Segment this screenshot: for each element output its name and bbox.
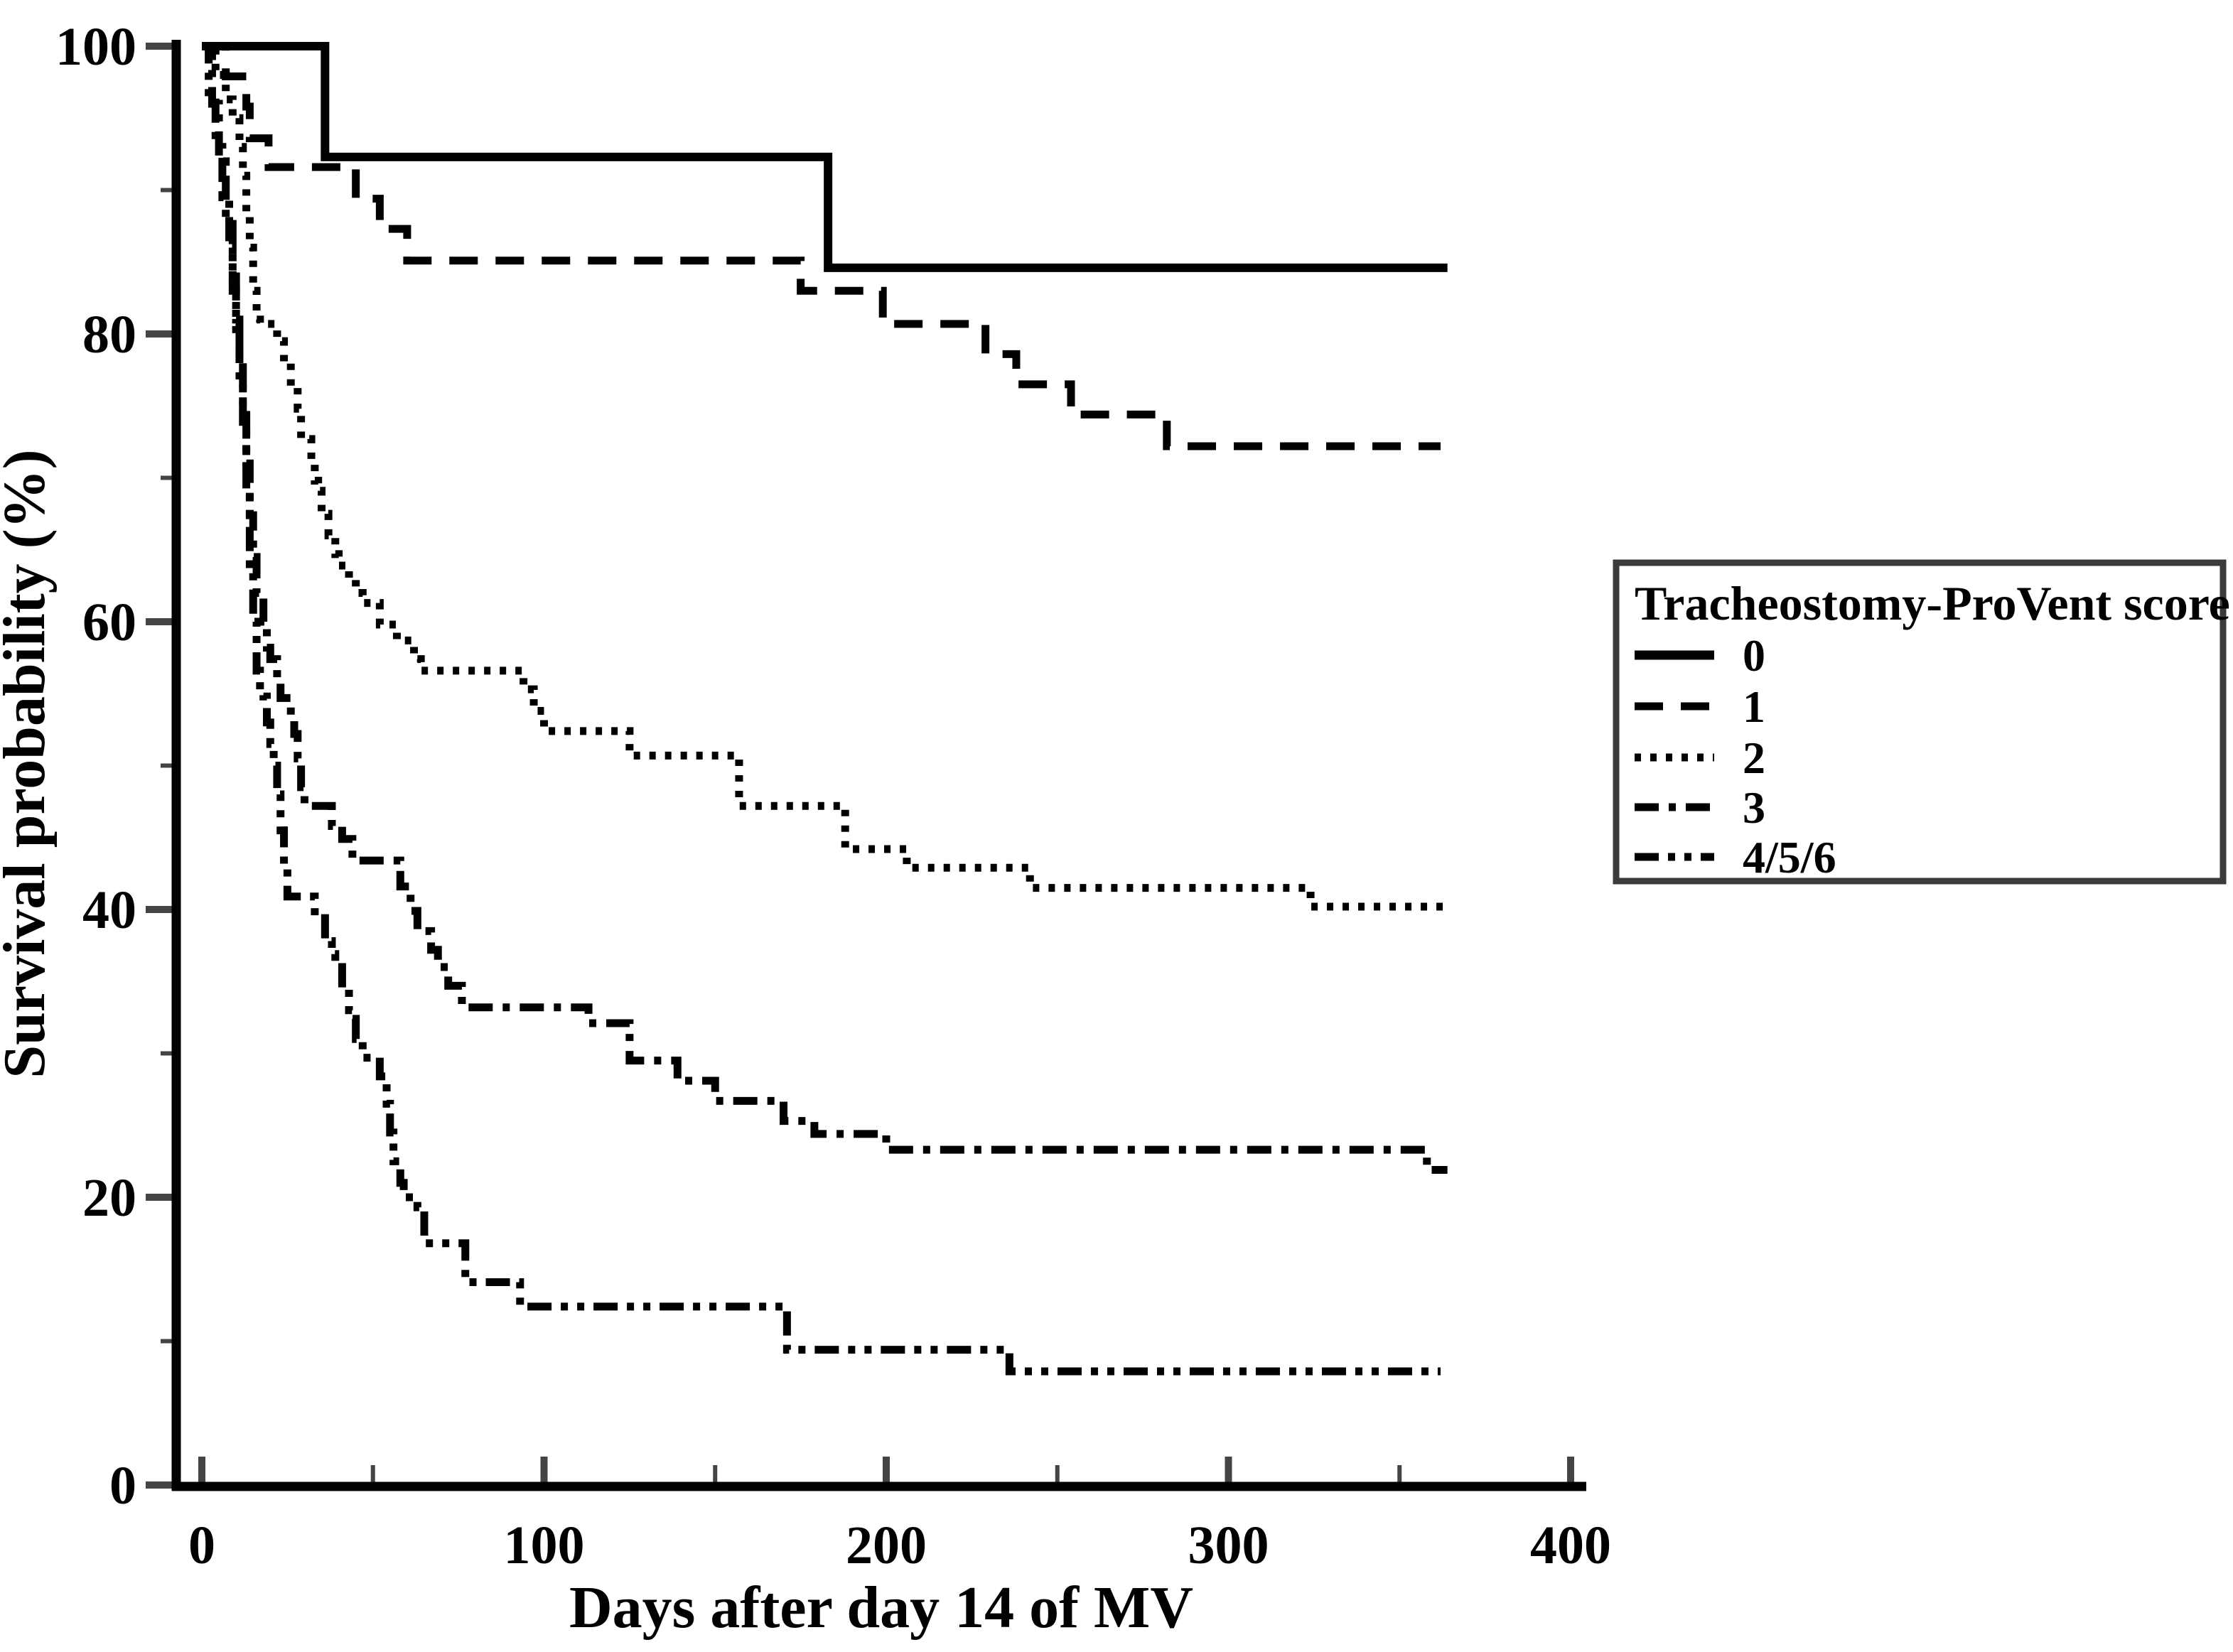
y-tick-label: 40 — [82, 880, 136, 940]
legend-label-score-4-5-6: 4/5/6 — [1743, 832, 1836, 882]
survival-curve-score-2 — [202, 42, 1448, 911]
x-tick-label: 100 — [504, 1516, 585, 1575]
x-axis-title: Days after day 14 of MV — [569, 1575, 1193, 1641]
y-tick-label: 20 — [82, 1168, 136, 1228]
y-tick-label: 80 — [82, 305, 136, 365]
x-tick-label: 400 — [1530, 1516, 1611, 1575]
survival-curve-score-4-5-6 — [202, 42, 1441, 1376]
survival-curve-score-3 — [202, 42, 1448, 1175]
x-tick-label: 0 — [188, 1516, 215, 1575]
y-axis-title: Survival probability (%) — [0, 449, 58, 1078]
y-tick-label: 60 — [82, 593, 136, 652]
x-tick-label: 200 — [846, 1516, 927, 1575]
x-tick-label: 300 — [1188, 1516, 1269, 1575]
legend-title: Tracheostomy-ProVent score — [1635, 576, 2230, 630]
legend-label-score-0: 0 — [1743, 630, 1765, 681]
y-tick-label: 0 — [109, 1456, 136, 1516]
survival-curves — [202, 42, 1448, 1376]
legend-frame — [1613, 559, 2227, 885]
legend-label-score-2: 2 — [1743, 733, 1765, 783]
survival-curve-score-1 — [202, 42, 1441, 450]
axis-ticks — [146, 43, 1574, 1489]
y-tick-label: 100 — [55, 17, 136, 77]
survival-curve-score-0 — [202, 42, 1448, 272]
legend-label-score-1: 1 — [1743, 681, 1765, 732]
legend-label-score-3: 3 — [1743, 782, 1765, 833]
